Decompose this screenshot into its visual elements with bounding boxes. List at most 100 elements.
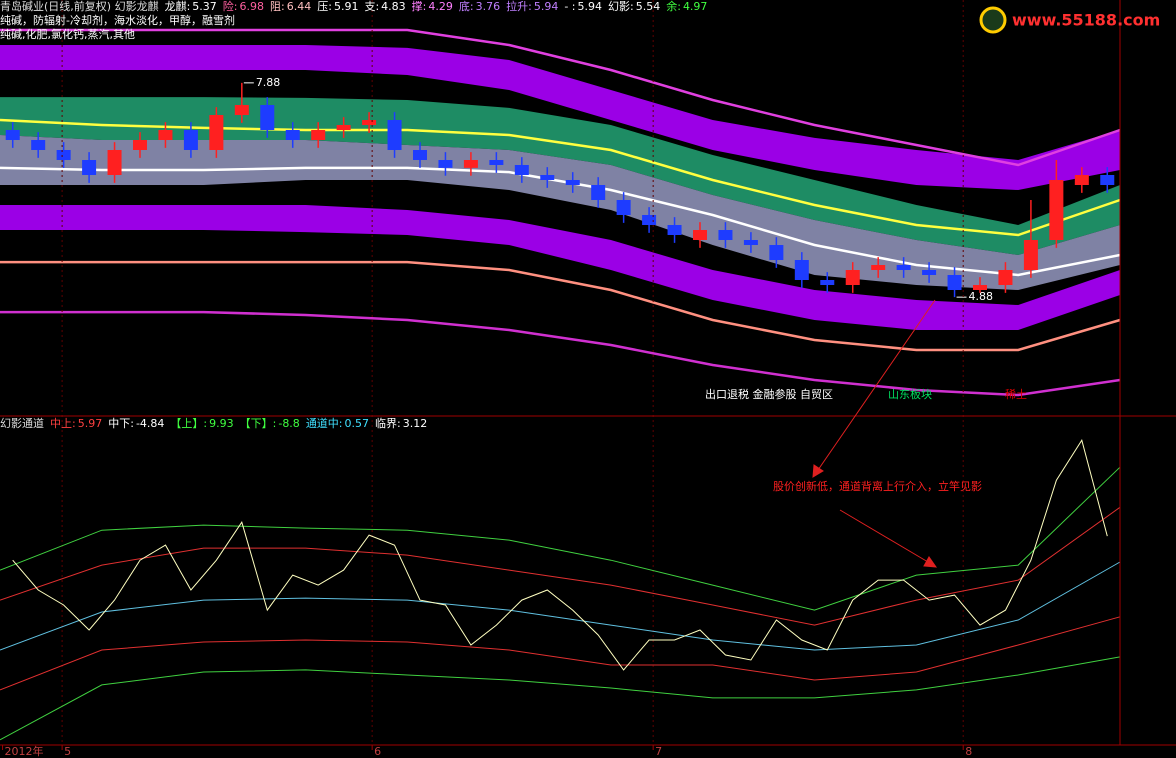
indicator-value: 5.91 bbox=[333, 0, 359, 13]
band bbox=[0, 45, 1120, 190]
candle-body bbox=[31, 140, 46, 150]
extreme-label: 7.88 bbox=[256, 76, 281, 89]
candle-body bbox=[183, 130, 198, 150]
indicator-value: 5.97 bbox=[77, 417, 103, 430]
candle-body bbox=[463, 160, 478, 168]
indicator-label: 压: bbox=[317, 0, 332, 13]
candle-body bbox=[820, 280, 835, 285]
chart-title: 青岛碱业(日线,前复权) 幻影龙麒 bbox=[0, 0, 159, 13]
indicator-value: 9.93 bbox=[209, 417, 234, 430]
indicator-value: 4.97 bbox=[682, 0, 708, 13]
oscillator-line bbox=[12, 438, 1108, 671]
candle-body bbox=[973, 285, 987, 290]
logo-icon bbox=[979, 6, 1007, 34]
candle-body bbox=[1049, 180, 1064, 240]
candle-body bbox=[845, 270, 860, 285]
channel-line bbox=[0, 561, 1121, 651]
note-line: 纯碱，防辐射-冷却剂，海水淡化，甲醇，融雪剂 bbox=[0, 14, 713, 28]
annotation: 山东板块 bbox=[888, 387, 932, 401]
indicator-value: 0.57 bbox=[344, 417, 370, 430]
line bbox=[0, 166, 1121, 277]
candle-body bbox=[769, 245, 784, 260]
channel-line bbox=[0, 656, 1121, 741]
candle-body bbox=[438, 160, 453, 168]
indicator-label: - : bbox=[564, 0, 576, 13]
note: 纯碱,化肥,氯化钙,蒸汽,其他 bbox=[0, 28, 135, 41]
candle-body bbox=[107, 150, 122, 175]
indicator-label: 通道中: bbox=[305, 417, 343, 430]
indicator-label: 中上: bbox=[50, 417, 76, 430]
indicator-value: 5.94 bbox=[577, 0, 603, 13]
candle-body bbox=[718, 230, 733, 240]
band bbox=[0, 97, 1120, 255]
candle-body bbox=[5, 130, 20, 140]
candle-body bbox=[56, 150, 71, 160]
indicator-value: 5.37 bbox=[192, 0, 217, 13]
candle-body bbox=[1100, 175, 1115, 185]
x-tick-label: 7 bbox=[655, 745, 662, 758]
grid: 2012年 5 6 7 8 bbox=[2, 0, 972, 758]
indicator-value: 4.83 bbox=[381, 0, 406, 13]
candle-body bbox=[362, 120, 377, 125]
indicator-label: 幻影: bbox=[608, 0, 634, 13]
candle-body bbox=[591, 185, 606, 200]
indicator-label: 险: bbox=[222, 0, 238, 13]
candle-body bbox=[260, 105, 275, 130]
header-line: 青岛碱业(日线,前复权) 幻影龙麒 龙麒: 5.37 险: 6.98 阻: 6.44 压: 5.… bbox=[0, 0, 713, 14]
indicator-value: 5.94 bbox=[533, 0, 559, 13]
candle-body bbox=[540, 175, 555, 180]
candle-body bbox=[871, 265, 886, 270]
candle-body bbox=[743, 240, 758, 245]
candle-body bbox=[209, 115, 224, 150]
arrow bbox=[839, 509, 929, 563]
annotation: 出口退税 金融参股 自贸区 bbox=[705, 387, 833, 401]
x-tick-label: 8 bbox=[965, 745, 972, 758]
candles bbox=[5, 82, 1115, 298]
candle-body bbox=[642, 215, 657, 225]
indicator-label: 中下: bbox=[108, 417, 134, 430]
note: 纯碱，防辐射-冷却剂，海水淡化，甲醇，融雪剂 bbox=[0, 14, 235, 27]
candle-body bbox=[311, 130, 326, 140]
logo: www.55188.com bbox=[979, 6, 1160, 34]
watermark: www.55188.com bbox=[1012, 11, 1160, 30]
indicator-value: 6.98 bbox=[239, 0, 265, 13]
main-header: 青岛碱业(日线,前复权) 幻影龙麒 龙麒: 5.37 险: 6.98 阻: 6.44 压: 5.… bbox=[0, 0, 713, 42]
candle-body bbox=[922, 270, 937, 275]
annotation: 股价创新低，通道背离上行介入，立竿见影 bbox=[773, 479, 982, 493]
candle-body bbox=[387, 120, 402, 150]
indicator-value: 5.54 bbox=[635, 0, 661, 13]
lines: 7.88 4.88 出口退税 金融参股 自贸区 山东板块 稀土 bbox=[0, 28, 1121, 401]
candle-body bbox=[1074, 175, 1089, 185]
indicator-label: 余: bbox=[666, 0, 681, 13]
header-line: 幻影通道 中上: 5.97 中下: -4.84 【上】: 9.93 【下】: -8.8 通道中: 0… bbox=[0, 417, 433, 431]
channel-line bbox=[0, 466, 1121, 611]
plot-layer: 7.88 4.88 出口退税 金融参股 自贸区 山东板块 稀土 2012年 5 6 7 8 股价创新… bbox=[0, 0, 1121, 758]
indicator-value: -4.84 bbox=[135, 417, 165, 430]
candle-body bbox=[693, 230, 707, 240]
candle-body bbox=[616, 200, 631, 215]
indicator-label: 临界: bbox=[375, 417, 401, 430]
chart-title: 幻影通道 bbox=[0, 417, 44, 430]
osc-lines: 股价创新低，通道背离上行介入，立竿见影 bbox=[0, 438, 1121, 741]
candle-body bbox=[285, 130, 300, 140]
indicator-label: 阻: bbox=[270, 0, 285, 13]
x-tick-label: 5 bbox=[64, 745, 71, 758]
candle-body bbox=[413, 150, 427, 160]
arrow-head bbox=[812, 464, 824, 478]
line bbox=[0, 28, 1121, 167]
arrow-head bbox=[923, 556, 938, 568]
candle-body bbox=[82, 160, 97, 175]
indicator-label: 拉升: bbox=[506, 0, 532, 13]
line bbox=[0, 310, 1121, 397]
x-tick-label: 2012年 bbox=[5, 744, 44, 758]
band bbox=[0, 205, 1120, 330]
candle-body bbox=[896, 265, 911, 270]
indicator-label: 底: bbox=[458, 0, 474, 13]
indicator-value: 3.12 bbox=[402, 417, 428, 430]
line bbox=[0, 260, 1121, 352]
candle-body bbox=[489, 160, 504, 165]
candle-body bbox=[514, 165, 529, 175]
candle-body bbox=[998, 270, 1013, 285]
